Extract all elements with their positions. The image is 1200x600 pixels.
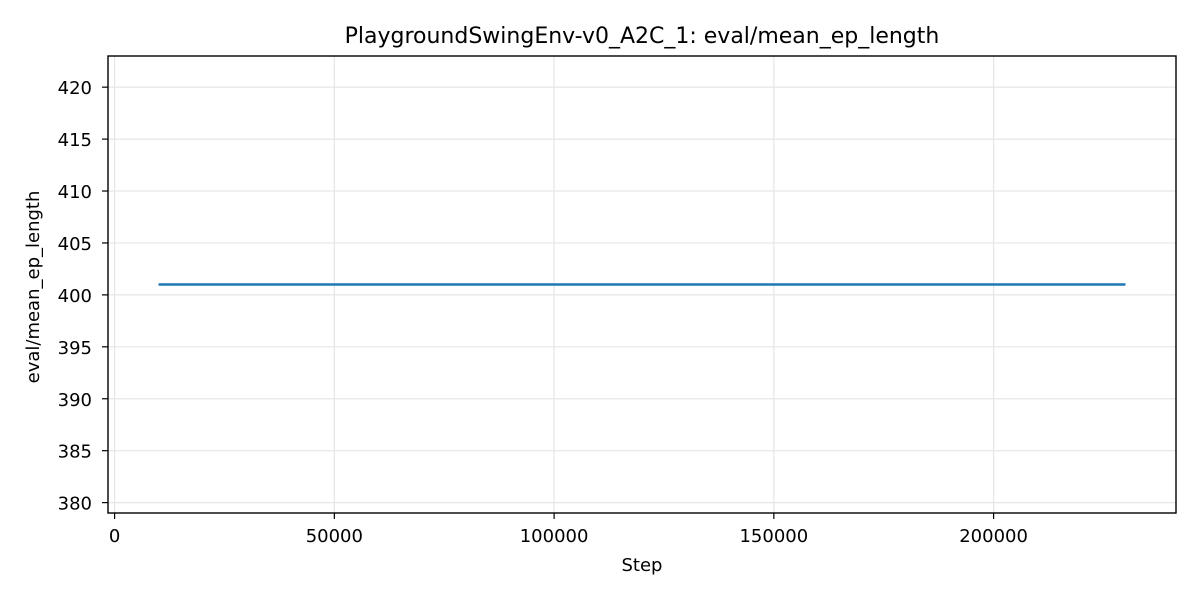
- x-axis-ticks: 0 50000 100000 150000 200000: [109, 513, 1028, 547]
- y-axis-label: eval/mean_ep_length: [23, 191, 44, 384]
- y-tick-label: 415: [58, 130, 92, 151]
- x-tick-label: 100000: [520, 526, 589, 547]
- y-tick-label: 385: [58, 442, 92, 463]
- y-axis-ticks: 380 385 390 395 400 405 410 415 420: [58, 78, 108, 515]
- y-tick-label: 410: [58, 182, 92, 203]
- y-tick-label: 395: [58, 338, 92, 359]
- x-tick-label: 200000: [959, 526, 1028, 547]
- chart-title: PlaygroundSwingEnv-v0_A2C_1: eval/mean_e…: [345, 24, 940, 49]
- x-tick-label: 0: [109, 526, 120, 547]
- y-tick-label: 390: [58, 390, 92, 411]
- y-tick-label: 400: [58, 286, 92, 307]
- y-tick-label: 380: [58, 494, 92, 515]
- grid: [108, 56, 1176, 513]
- y-tick-label: 405: [58, 234, 92, 255]
- plot-frame: [107, 55, 1177, 514]
- y-tick-label: 420: [58, 78, 92, 99]
- x-tick-label: 50000: [306, 526, 363, 547]
- x-axis-label: Step: [622, 555, 663, 576]
- x-tick-label: 150000: [739, 526, 808, 547]
- axes: [107, 55, 1177, 514]
